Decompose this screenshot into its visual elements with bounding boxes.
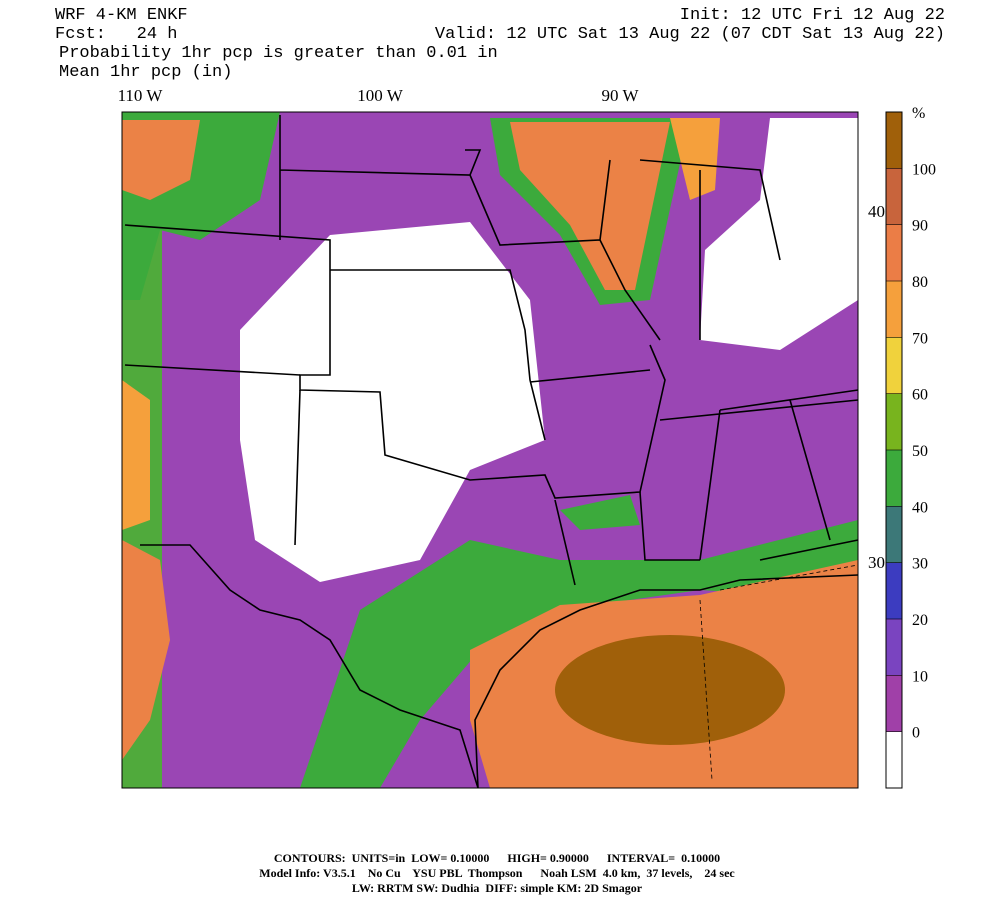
colorbar-label: 0 <box>912 725 920 742</box>
colorbar-label: 90 <box>912 218 928 235</box>
precip-area <box>670 118 720 200</box>
header-line: Probability 1hr pcp is greater than 0.01… <box>59 44 498 63</box>
precip-area <box>555 635 785 745</box>
colorbar-segment <box>886 281 902 338</box>
colorbar-label: 50 <box>912 443 928 460</box>
precip-area <box>122 120 200 200</box>
colorbar-segment <box>886 731 902 788</box>
colorbar-segment <box>886 450 902 507</box>
boundary <box>699 564 859 781</box>
colorbar-segment <box>886 337 902 394</box>
footer-line: CONTOURS: UNITS=in LOW= 0.10000 HIGH= 0.… <box>274 851 720 865</box>
colorbar-label: 30 <box>912 556 928 573</box>
border <box>140 544 479 789</box>
footer-line: Model Info: V3.5.1 No Cu YSU PBL Thompso… <box>259 866 735 880</box>
header-line: Mean 1hr pcp (in) <box>59 63 232 82</box>
longitude-label: 90 W <box>602 86 640 105</box>
precip-area <box>300 520 858 788</box>
colorbar-segment <box>886 168 902 225</box>
precip-area <box>122 380 150 530</box>
colorbar-label: 70 <box>912 330 928 347</box>
precip-area <box>510 122 670 290</box>
header-line: WRF 4-KM ENKF <box>55 6 188 25</box>
colorbar-unit: % <box>912 105 925 122</box>
colorbar-label: 80 <box>912 274 928 291</box>
colorbar-label: 60 <box>912 387 928 404</box>
border <box>124 115 859 586</box>
colorbar-segment <box>886 112 902 169</box>
longitude-label: 100 W <box>357 86 403 105</box>
colorbar: 0 10 20 30 40 50 60 70 80 90 100% <box>885 105 936 789</box>
colorbar-segment <box>886 675 902 732</box>
footer-line: LW: RRTM SW: Dudhia DIFF: simple KM: 2D … <box>352 881 643 895</box>
precip-area <box>560 495 640 530</box>
map <box>121 111 859 789</box>
map-frame <box>121 111 859 789</box>
colorbar-label: 100 <box>912 161 936 178</box>
colorbar-segment <box>886 619 902 676</box>
colorbar-segment <box>886 224 902 281</box>
header-line: Valid: 12 UTC Sat 13 Aug 22 (07 CDT Sat … <box>435 25 945 44</box>
header-line: Init: 12 UTC Fri 12 Aug 22 <box>680 6 945 25</box>
colorbar-segment <box>886 506 902 563</box>
no-precip-area <box>700 118 858 350</box>
colorbar-segment <box>886 562 902 619</box>
header-line: Fcst: 24 h <box>55 25 177 44</box>
colorbar-label: 10 <box>912 668 928 685</box>
longitude-label: 110 W <box>118 86 164 105</box>
colorbar-label: 40 <box>912 499 928 516</box>
colorbar-segment <box>886 393 902 450</box>
no-precip-area <box>240 222 545 582</box>
precip-area <box>122 540 170 760</box>
coastline <box>474 574 859 789</box>
colorbar-label: 20 <box>912 612 928 629</box>
